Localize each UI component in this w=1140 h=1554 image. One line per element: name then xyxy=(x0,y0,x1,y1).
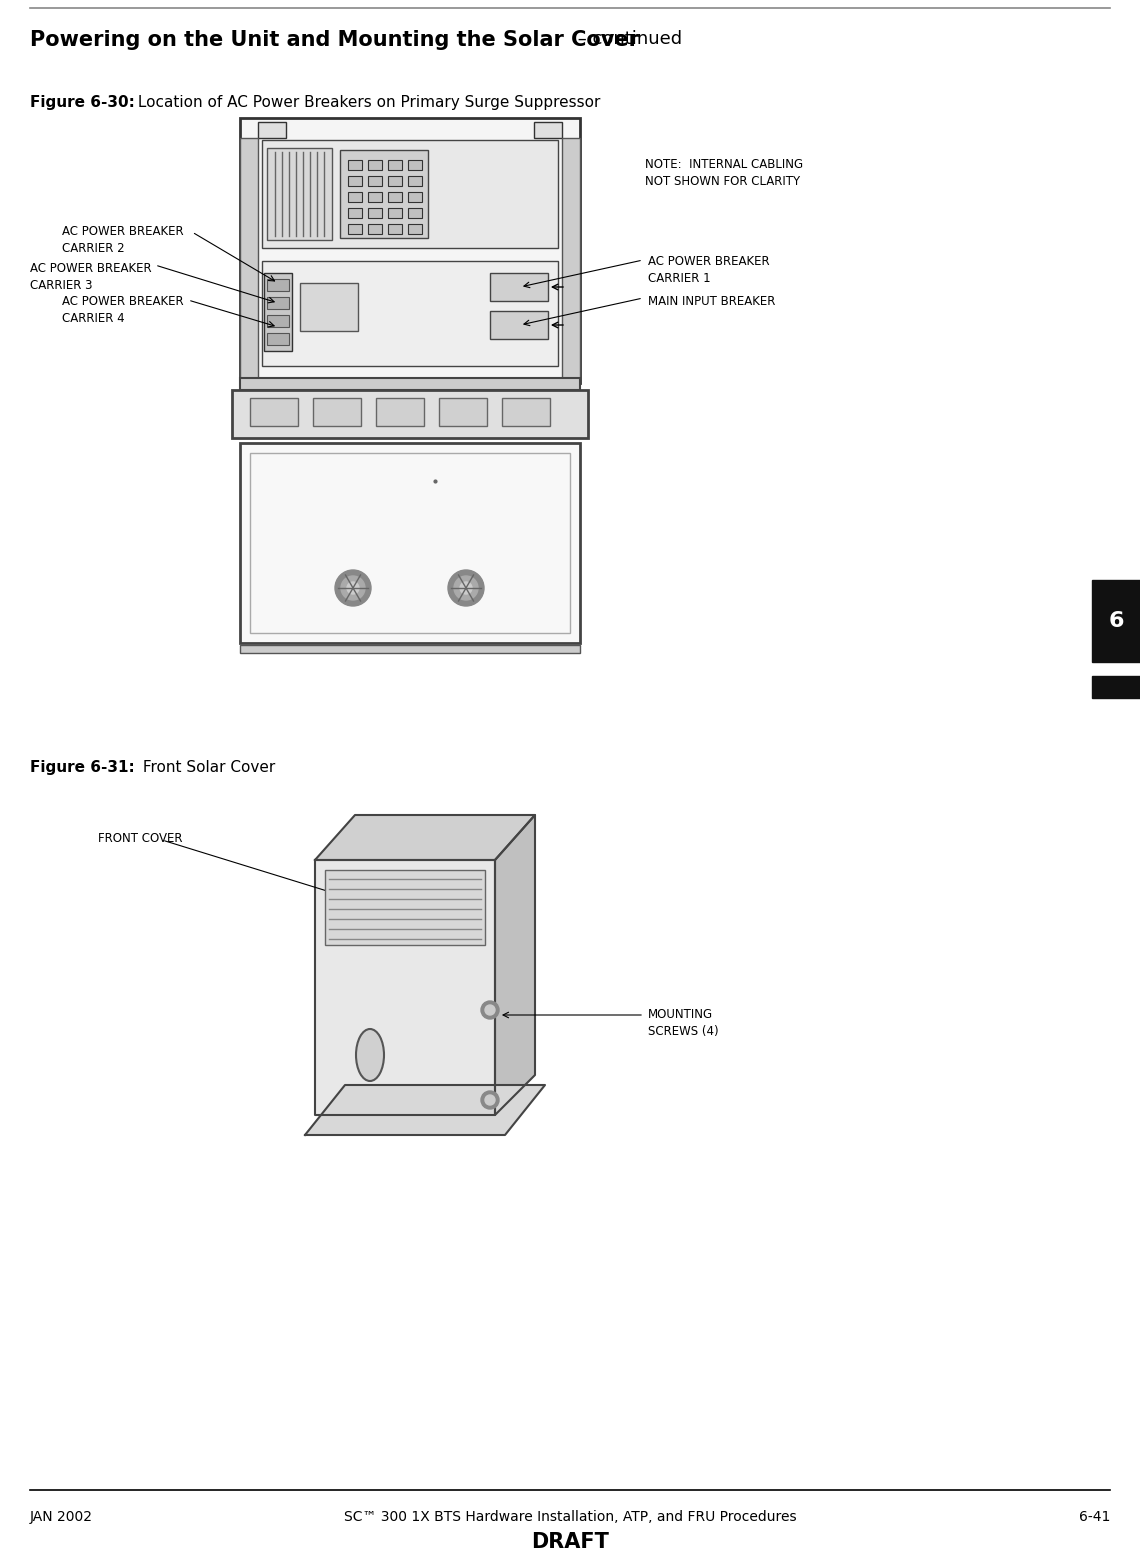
Bar xyxy=(262,261,557,367)
Bar xyxy=(368,193,382,202)
Bar xyxy=(241,378,580,390)
Text: AC POWER BREAKER
CARRIER 1: AC POWER BREAKER CARRIER 1 xyxy=(648,255,770,284)
Bar xyxy=(1092,580,1140,662)
Text: MAIN INPUT BREAKER: MAIN INPUT BREAKER xyxy=(648,295,775,308)
Bar xyxy=(439,398,487,426)
Bar xyxy=(368,160,382,169)
Bar xyxy=(314,398,361,426)
Bar xyxy=(368,224,382,235)
Text: 6: 6 xyxy=(1108,611,1124,631)
Bar xyxy=(300,283,358,331)
Bar xyxy=(408,160,422,169)
Bar xyxy=(325,870,484,945)
Text: AC POWER BREAKER
CARRIER 2: AC POWER BREAKER CARRIER 2 xyxy=(62,225,184,255)
Circle shape xyxy=(270,127,274,132)
Bar xyxy=(348,224,363,235)
Bar xyxy=(340,151,428,238)
Polygon shape xyxy=(315,859,495,1116)
Bar xyxy=(267,315,290,326)
Bar xyxy=(250,398,298,426)
Text: Location of AC Power Breakers on Primary Surge Suppressor: Location of AC Power Breakers on Primary… xyxy=(133,95,601,110)
Text: Figure 6-31:: Figure 6-31: xyxy=(30,760,135,775)
Bar xyxy=(562,138,580,382)
Circle shape xyxy=(484,1005,495,1015)
Text: 6-41: 6-41 xyxy=(1078,1510,1110,1524)
Text: DRAFT: DRAFT xyxy=(531,1532,609,1552)
Text: Front Solar Cover: Front Solar Cover xyxy=(138,760,275,775)
Bar xyxy=(388,224,402,235)
Circle shape xyxy=(347,583,359,594)
Bar xyxy=(262,140,557,249)
Bar xyxy=(348,176,363,186)
Text: NOTE:  INTERNAL CABLING
NOT SHOWN FOR CLARITY: NOTE: INTERNAL CABLING NOT SHOWN FOR CLA… xyxy=(645,159,803,188)
Bar xyxy=(408,224,422,235)
Polygon shape xyxy=(495,814,535,1116)
Bar xyxy=(376,398,424,426)
Text: Figure 6-30:: Figure 6-30: xyxy=(30,95,135,110)
Bar xyxy=(408,193,422,202)
Text: – continued: – continued xyxy=(572,30,682,48)
Circle shape xyxy=(484,1096,495,1105)
Text: MOUNTING
SCREWS (4): MOUNTING SCREWS (4) xyxy=(648,1009,718,1038)
Bar xyxy=(241,443,580,643)
Text: Powering on the Unit and Mounting the Solar Cover: Powering on the Unit and Mounting the So… xyxy=(30,30,640,50)
Bar xyxy=(408,176,422,186)
Bar xyxy=(1092,676,1140,698)
Bar xyxy=(348,193,363,202)
Circle shape xyxy=(481,1091,499,1110)
Circle shape xyxy=(481,1001,499,1019)
Bar xyxy=(348,160,363,169)
Bar xyxy=(241,118,580,382)
Bar xyxy=(502,398,549,426)
Bar xyxy=(267,333,290,345)
Ellipse shape xyxy=(356,1029,384,1082)
Bar xyxy=(388,208,402,218)
Bar xyxy=(267,148,332,239)
Bar xyxy=(258,123,286,138)
Bar xyxy=(368,176,382,186)
Bar xyxy=(368,208,382,218)
Polygon shape xyxy=(306,1085,545,1134)
Polygon shape xyxy=(315,814,535,859)
Text: JAN 2002: JAN 2002 xyxy=(30,1510,93,1524)
Circle shape xyxy=(448,570,484,606)
Bar xyxy=(490,274,548,301)
Bar xyxy=(388,160,402,169)
Bar xyxy=(250,454,570,632)
Bar xyxy=(264,274,292,351)
Bar xyxy=(388,193,402,202)
Bar xyxy=(241,645,580,653)
Bar xyxy=(490,311,548,339)
Bar xyxy=(241,138,258,382)
Bar xyxy=(267,280,290,291)
Circle shape xyxy=(454,577,478,600)
Circle shape xyxy=(546,127,549,132)
Bar xyxy=(408,208,422,218)
Circle shape xyxy=(461,583,472,594)
Bar xyxy=(233,390,588,438)
Bar xyxy=(267,297,290,309)
Text: AC POWER BREAKER
CARRIER 3: AC POWER BREAKER CARRIER 3 xyxy=(30,263,152,292)
Text: SC™ 300 1X BTS Hardware Installation, ATP, and FRU Procedures: SC™ 300 1X BTS Hardware Installation, AT… xyxy=(343,1510,797,1524)
Bar xyxy=(534,123,562,138)
Circle shape xyxy=(335,570,370,606)
Text: FRONT COVER: FRONT COVER xyxy=(98,831,182,845)
Bar xyxy=(388,176,402,186)
Circle shape xyxy=(341,577,365,600)
Text: AC POWER BREAKER
CARRIER 4: AC POWER BREAKER CARRIER 4 xyxy=(62,295,184,325)
Bar xyxy=(348,208,363,218)
